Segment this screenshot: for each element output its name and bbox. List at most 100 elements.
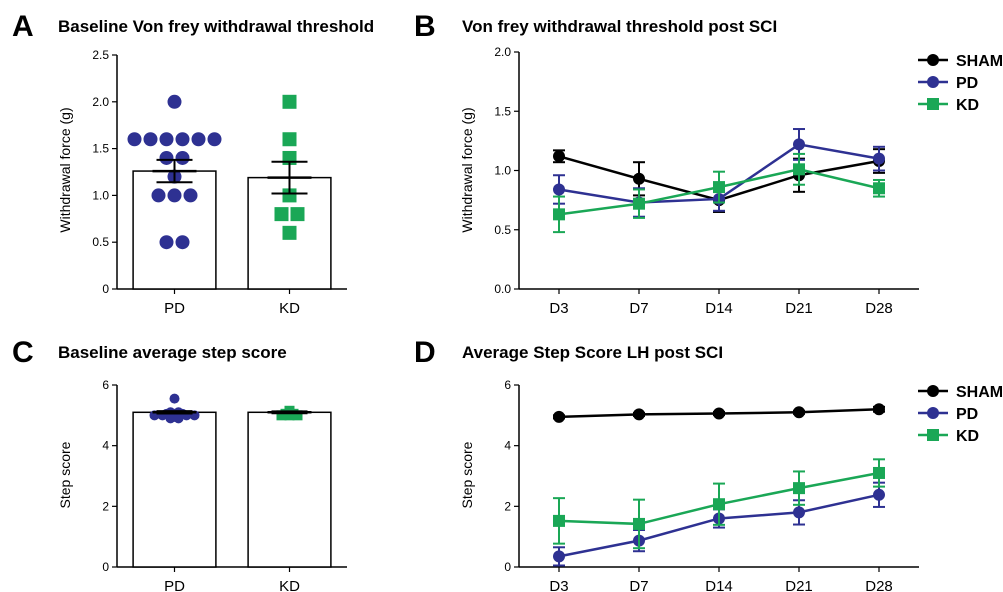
panel-a-y-tick-label: 0 [102, 282, 109, 296]
panel-a-data-point [159, 150, 174, 165]
panel-d-legend-marker-sham [927, 385, 939, 397]
panel-a-x-tick-label: KD [279, 300, 300, 317]
panel-d-data-point-sham [873, 403, 885, 416]
panel-b-legend-label-pd: PD [956, 75, 978, 92]
panel-c-y-tick-label: 6 [102, 378, 109, 392]
panel-b-legend-label-sham: SHAM [956, 53, 1003, 70]
panel-d-x-tick-label: D3 [549, 578, 568, 592]
panel-b-x-tick-label: D3 [549, 300, 568, 317]
panel-d-data-point-sham [633, 408, 645, 421]
panel-c-bar [132, 411, 217, 568]
panel-b-data-point-kd [793, 163, 805, 176]
chart-title-a: Baseline Von frey withdrawal threshold [58, 17, 374, 36]
panel-c-y-tick-label: 4 [102, 439, 109, 453]
panel-b-x-tick-label: D21 [785, 300, 813, 317]
y-axis-label-b: Withdrawal force (g) [459, 107, 475, 232]
panel-b-y-tick-label: 1.5 [494, 104, 511, 118]
panel-c-data-point [165, 413, 176, 424]
panel-c-x-tick-label: KD [279, 578, 300, 592]
panel-d-y-tick-label: 4 [504, 439, 511, 453]
panel-a-data-point [159, 235, 174, 250]
panel-b-legend-marker-sham [927, 54, 939, 66]
panel-d-data-point-kd [873, 466, 885, 479]
panel-d-legend-label-pd: PD [956, 406, 978, 423]
panel-b-legend-marker-pd [927, 76, 939, 88]
panel-d-legend-marker-pd [927, 407, 939, 419]
panel-a-data-point [167, 188, 182, 203]
panel-b-y-tick-label: 0.5 [494, 223, 511, 237]
panel-b-y-tick-label: 1.0 [494, 164, 511, 178]
panel-b-legend-marker-kd [927, 98, 939, 110]
panel-b-data-point-kd [713, 181, 725, 194]
panel-c-y-tick-label: 0 [102, 560, 109, 574]
panel-d-x-tick-label: D14 [705, 578, 733, 592]
panel-d-y-tick-label: 6 [504, 378, 511, 392]
y-axis-label-d: Step score [459, 441, 475, 508]
panel-a-y-tick-label: 1.0 [92, 188, 109, 202]
panel-b-data-point-sham [553, 150, 565, 163]
panel-a-x-tick-label: PD [164, 300, 185, 317]
panel-d-legend-marker-kd [927, 429, 939, 441]
panel-b-data-point-kd [633, 197, 645, 210]
chart-title-d: Average Step Score LH post SCI [462, 343, 723, 362]
panel-label-a: A [12, 10, 34, 43]
chart-title-c: Baseline average step score [58, 343, 287, 362]
panel-a-data-point [175, 235, 190, 250]
panel-d-y-tick-label: 2 [504, 499, 511, 513]
panel-b-x-tick-label: D7 [629, 300, 648, 317]
panel-d-data-point-kd [713, 498, 725, 511]
panel-a-y-tick-label: 2.0 [92, 95, 109, 109]
panel-a-data-point [167, 94, 182, 109]
panel-a-data-point [183, 188, 198, 203]
panel-d-y-tick-label: 0 [504, 560, 511, 574]
panel-a-data-point [282, 188, 297, 203]
panel-d-x-tick-label: D21 [785, 578, 813, 592]
panel-d-data-point-sham [713, 407, 725, 420]
panel-b-x-tick-label: D28 [865, 300, 893, 317]
panel-d-legend-label-sham: SHAM [956, 384, 1003, 401]
panel-a-data-point [175, 132, 190, 147]
panel-d-x-tick-label: D7 [629, 578, 648, 592]
panel-b-data-point-pd [873, 152, 885, 165]
panel-b-data-point-pd [793, 138, 805, 151]
panel-d-data-point-pd [873, 488, 885, 501]
panel-b-y-tick-label: 2.0 [494, 45, 511, 59]
panel-a-data-point [159, 132, 174, 147]
panel-c-data-point [169, 393, 180, 404]
panel-c-data-point [173, 413, 184, 424]
panel-a-data-point [207, 132, 222, 147]
panel-a-data-point [127, 132, 142, 147]
panel-a-y-tick-label: 1.5 [92, 142, 109, 156]
panel-a-y-tick-label: 0.5 [92, 235, 109, 249]
panel-label-b: B [414, 10, 436, 43]
panel-d-data-point-kd [793, 482, 805, 495]
panel-d-data-point-pd [793, 506, 805, 519]
panel-c-data-point [284, 410, 295, 421]
panel-b-data-point-sham [633, 172, 645, 185]
panel-d-x-tick-label: D28 [865, 578, 893, 592]
chart-title-b: Von frey withdrawal threshold post SCI [462, 17, 777, 36]
panel-label-c: C [12, 336, 34, 369]
panel-b-x-tick-label: D14 [705, 300, 733, 317]
panel-b-data-point-kd [873, 182, 885, 195]
panel-d-data-point-kd [633, 517, 645, 530]
panel-a-data-point [282, 225, 297, 240]
panel-d-data-point-pd [553, 550, 565, 563]
panel-label-d: D [414, 336, 436, 369]
panel-a-data-point [151, 188, 166, 203]
panel-c: 0 2 4 6 PD KD [102, 378, 347, 592]
panel-a-data-point [143, 132, 158, 147]
panel-a-data-point [290, 207, 305, 222]
panel-b-data-point-pd [553, 183, 565, 196]
y-axis-label-a: Withdrawal force (g) [57, 107, 73, 232]
panel-a-y-tick-label: 2.5 [92, 48, 109, 62]
panel-a-data-point [175, 150, 190, 165]
panel-c-data-point [276, 410, 287, 421]
panel-c-x-tick-label: PD [164, 578, 185, 592]
panel-a-data-point [282, 132, 297, 147]
panel-b-data-point-kd [553, 208, 565, 221]
panel-d-data-point-sham [793, 406, 805, 419]
panel-d-data-point-sham [553, 410, 565, 423]
y-axis-label-c: Step score [57, 441, 73, 508]
